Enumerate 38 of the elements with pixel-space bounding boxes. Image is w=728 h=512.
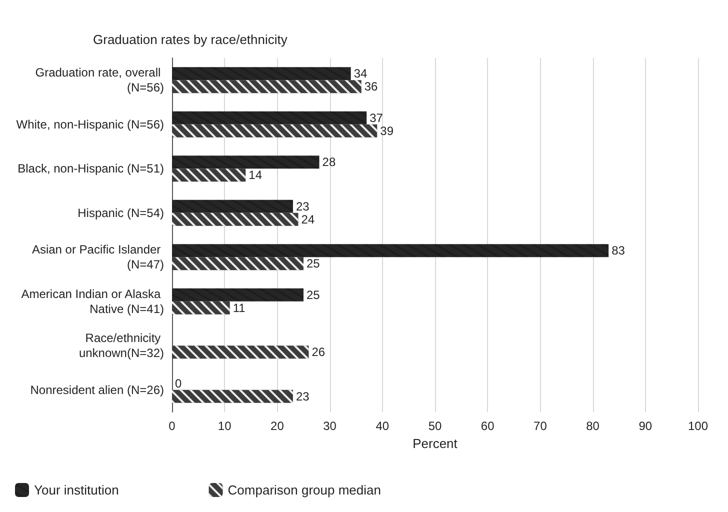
y-tick-label: Graduation rate, overall (N=56) bbox=[35, 66, 164, 95]
x-tick-label: 90 bbox=[638, 419, 652, 433]
data-label: 36 bbox=[364, 80, 378, 94]
x-tick-label: 10 bbox=[218, 419, 232, 433]
legend-label: Comparison group median bbox=[228, 482, 381, 498]
data-label: 25 bbox=[306, 256, 320, 271]
data-label: 23 bbox=[296, 199, 310, 214]
data-label: 39 bbox=[380, 124, 394, 138]
chart-title: Graduation rates by race/ethnicity bbox=[93, 32, 288, 47]
y-tick-label: Asian or Pacific Islander (N=47) bbox=[32, 242, 164, 272]
legend-label: Your institution bbox=[34, 482, 119, 498]
y-tick-label: White, non-Hispanic (N=56) bbox=[16, 117, 164, 132]
y-tick-label: Race/ethnicity unknown(N=32) bbox=[78, 331, 164, 360]
data-label: 0 bbox=[175, 376, 182, 390]
data-label: 34 bbox=[354, 66, 368, 81]
data-label: 23 bbox=[296, 389, 310, 404]
x-tick-label: 60 bbox=[480, 419, 495, 433]
data-label: 28 bbox=[322, 155, 336, 170]
data-label: 14 bbox=[248, 168, 262, 182]
y-tick-label: Hispanic (N=54) bbox=[78, 206, 164, 220]
data-label: 26 bbox=[312, 345, 326, 360]
x-axis-title: Percent bbox=[412, 436, 458, 451]
data-label: 11 bbox=[232, 300, 246, 315]
x-tick-label: 30 bbox=[323, 419, 337, 433]
x-tick-label: 80 bbox=[586, 419, 600, 433]
y-tick-label: Nonresident alien (N=26) bbox=[30, 382, 164, 397]
x-tick-label: 0 bbox=[168, 419, 176, 433]
data-label: 24 bbox=[301, 212, 315, 226]
x-tick-label: 100 bbox=[688, 419, 708, 433]
x-tick-label: 40 bbox=[376, 419, 390, 433]
x-tick-label: 50 bbox=[428, 419, 442, 433]
y-tick-label: American Indian or Alaska Native (N=41) bbox=[21, 286, 164, 316]
data-label: 83 bbox=[612, 244, 626, 258]
data-label: 25 bbox=[306, 288, 320, 302]
x-tick-label: 70 bbox=[534, 419, 548, 433]
y-tick-label: Black, non-Hispanic (N=51) bbox=[18, 162, 164, 176]
data-label: 37 bbox=[370, 110, 384, 125]
x-tick-label: 20 bbox=[270, 419, 284, 433]
